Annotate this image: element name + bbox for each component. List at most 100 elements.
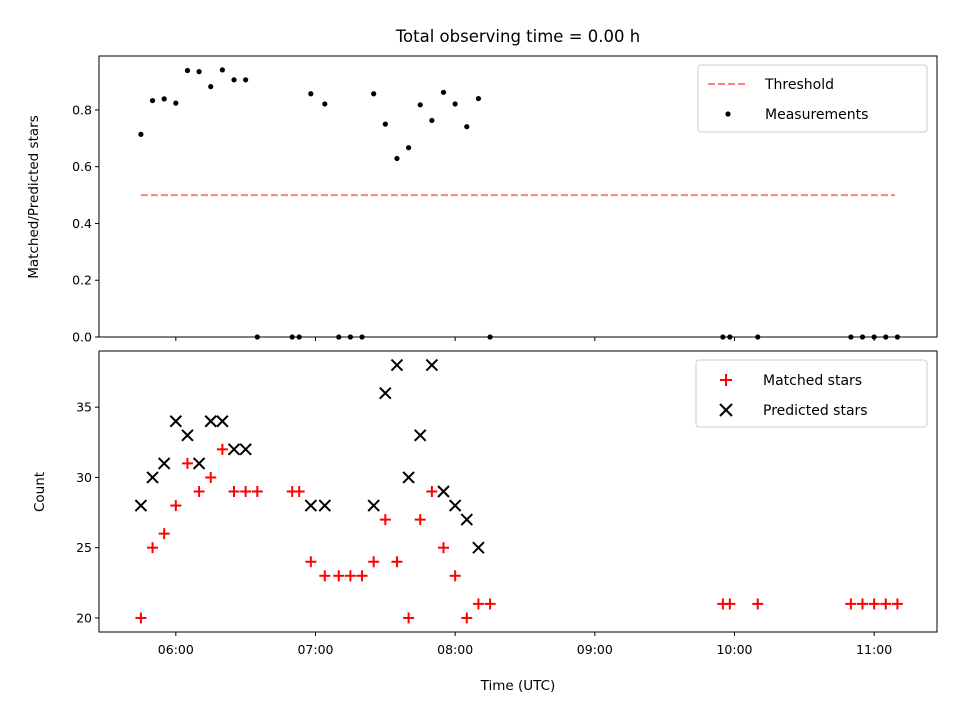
matched-star-point — [403, 612, 415, 624]
matched-star-point — [344, 570, 356, 582]
matched-star-point — [857, 598, 869, 610]
predicted-star-point — [146, 471, 159, 484]
predicted-star-point — [472, 541, 485, 554]
top-y-axis-label: Matched/Predicted stars — [26, 115, 42, 278]
predicted-star-point — [204, 415, 217, 428]
predicted-star-point — [318, 499, 332, 512]
matched-star-point — [724, 598, 736, 610]
measurement-point — [138, 131, 144, 137]
chart-title: Total observing time = 0.00 h — [395, 27, 640, 46]
measurement-point — [727, 334, 733, 340]
bottom-axes-frame — [98, 350, 938, 633]
x-tick-label: 07:00 — [297, 642, 333, 657]
predicted-star-point — [192, 457, 206, 470]
top-panel: Total observing time = 0.00 h 0.00.20.40… — [26, 27, 938, 345]
predicted-star-point — [448, 499, 462, 512]
bottom-y-axis-label: Count — [32, 472, 48, 512]
measurement-point — [452, 101, 458, 107]
legend-measurements-swatch — [725, 111, 731, 117]
legend-predicted-swatch — [719, 403, 733, 417]
top-legend: Threshold Measurements — [697, 64, 928, 133]
measurement-point — [464, 124, 470, 130]
measurement-point — [871, 334, 877, 340]
predicted-star-point — [216, 415, 229, 428]
measurement-point — [208, 84, 214, 90]
matched-star-point — [333, 570, 345, 582]
predicted-star-point — [169, 415, 183, 428]
measurement-point — [371, 91, 377, 97]
measurement-point — [440, 89, 447, 95]
measurement-point — [347, 334, 353, 340]
top-axes-frame — [98, 55, 938, 338]
top-y-tick-label: 0.2 — [72, 273, 92, 288]
predicted-star-point — [227, 443, 241, 456]
predicted-star-point — [460, 513, 473, 526]
predicted-star-point — [134, 499, 148, 512]
matched-star-point — [449, 570, 461, 582]
predicted-star-point — [157, 457, 171, 470]
measurement-point — [405, 145, 412, 151]
matched-star-point — [228, 486, 240, 497]
bottom-y-tick-label: 35 — [76, 400, 92, 415]
x-tick-label: 11:00 — [856, 642, 892, 657]
legend-measurements-label: Measurements — [765, 107, 868, 123]
x-tick-label: 09:00 — [577, 642, 613, 657]
predicted-star-point — [437, 485, 450, 498]
measurement-point — [149, 97, 156, 104]
matched-star-point — [472, 598, 484, 610]
matched-star-point — [181, 457, 193, 469]
matched-star-point — [426, 486, 438, 497]
measurement-point — [475, 95, 482, 102]
measurement-point — [173, 100, 179, 106]
matched-star-point — [158, 528, 170, 540]
matched-star-point — [205, 471, 217, 483]
measurement-point — [382, 121, 388, 127]
x-tick-label: 06:00 — [158, 642, 194, 657]
predicted-star-point — [390, 358, 404, 372]
matched-star-point — [135, 612, 147, 624]
matched-star-point — [845, 598, 857, 610]
measurement-point — [296, 334, 302, 340]
measurement-point — [359, 334, 365, 340]
matched-star-point — [752, 598, 764, 610]
measurement-point — [859, 334, 866, 340]
measurement-point — [322, 101, 328, 107]
measurement-point — [196, 69, 202, 75]
predicted-star-point — [239, 443, 252, 456]
measurement-point — [254, 334, 260, 340]
top-legend-box — [697, 64, 928, 133]
legend-threshold-label: Threshold — [764, 77, 834, 93]
measurement-point — [487, 334, 493, 340]
predicted-star-point — [181, 429, 194, 442]
measurement-point — [336, 334, 342, 340]
bottom-legend-box — [695, 359, 928, 428]
top-y-tick-label: 0.4 — [72, 216, 92, 231]
measurement-point — [243, 77, 249, 83]
matched-star-point — [305, 556, 317, 568]
bottom-y-tick-label: 20 — [76, 610, 92, 625]
measurement-point — [755, 334, 761, 340]
matched-star-point — [216, 443, 228, 455]
matched-star-point — [251, 486, 263, 497]
predicted-star-point — [304, 499, 318, 512]
matched-star-point — [868, 598, 880, 610]
measurement-point — [429, 117, 435, 124]
matched-star-point — [368, 556, 380, 568]
matched-star-point — [438, 542, 450, 554]
measurement-point — [289, 334, 295, 340]
matched-star-point — [147, 542, 159, 554]
measurement-point — [231, 77, 237, 83]
matched-star-point — [484, 598, 496, 610]
bottom-y-ticks: 20 25 30 35 — [76, 400, 99, 625]
matched-star-point — [461, 612, 473, 624]
matched-star-point — [891, 598, 903, 610]
legend-matched-label: Matched stars — [763, 373, 862, 389]
bottom-series — [134, 358, 903, 624]
top-y-tick-label: 0.6 — [72, 159, 92, 174]
measurement-point — [161, 96, 167, 102]
measurement-point — [720, 334, 726, 340]
legend-predicted-label: Predicted stars — [763, 403, 868, 419]
measurement-point — [184, 67, 191, 74]
